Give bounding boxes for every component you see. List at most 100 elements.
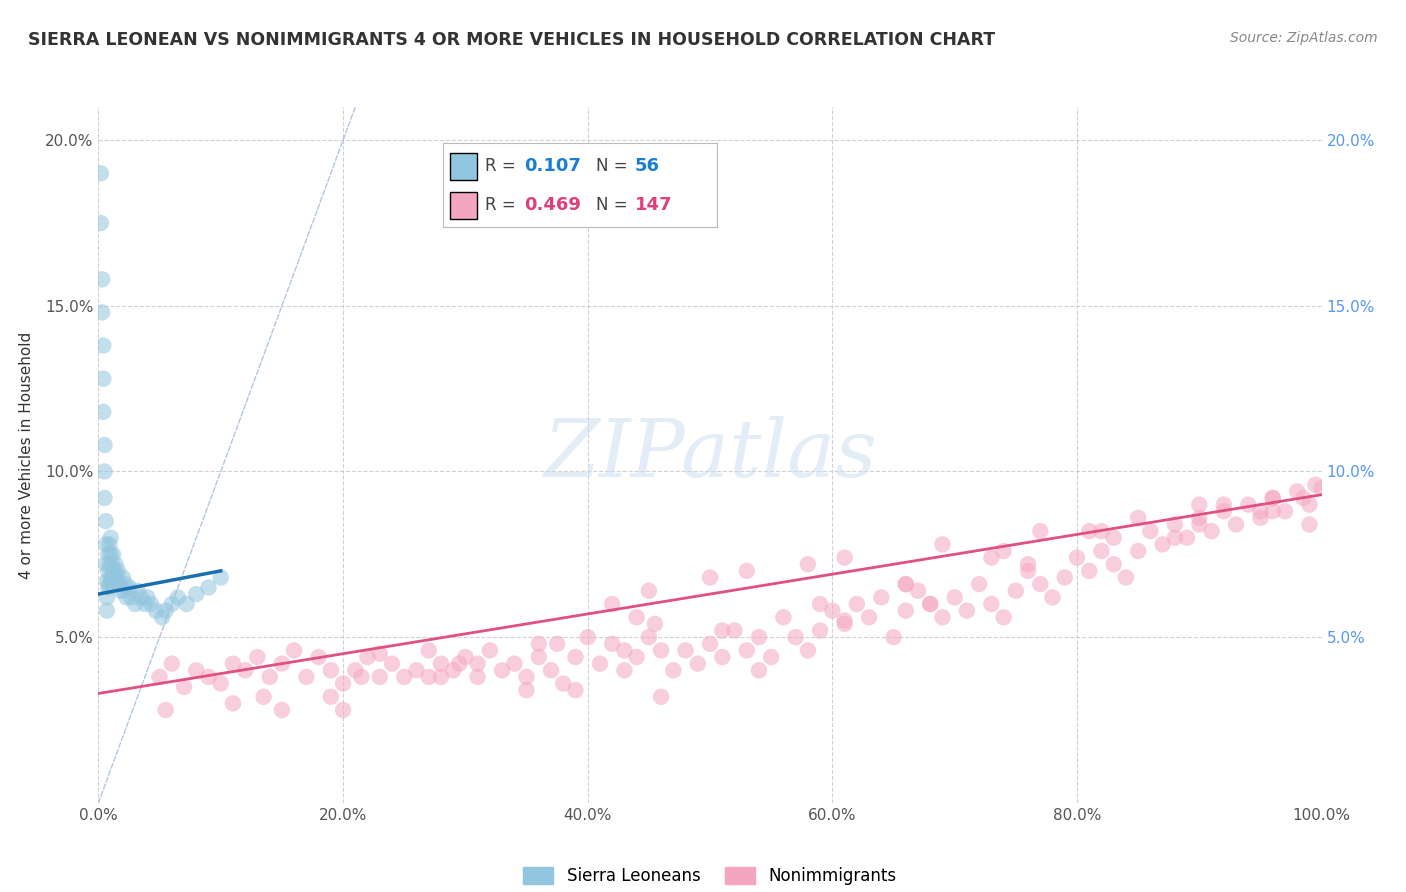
Point (1017, 558, 1039, 572)
Point (834, 614, 856, 628)
Point (761, 650, 783, 665)
Point (1261, 491, 1284, 505)
Point (748, 663, 770, 677)
Point (1305, 477, 1327, 491)
Point (94, 537, 117, 551)
Point (1201, 524, 1223, 538)
Point (94, 514, 117, 528)
Point (98, 558, 121, 572)
Point (259, 670, 281, 684)
Point (319, 663, 342, 677)
Point (1249, 504, 1271, 518)
Point (1175, 531, 1198, 545)
Point (392, 670, 416, 684)
Point (1102, 558, 1125, 572)
Point (98, 537, 121, 551)
Point (980, 597, 1002, 611)
Point (160, 597, 183, 611)
Point (644, 616, 666, 631)
Point (1102, 531, 1125, 545)
Point (907, 583, 929, 598)
Point (1053, 570, 1076, 584)
Point (246, 650, 269, 665)
Point (295, 670, 318, 684)
Point (176, 597, 198, 611)
Point (894, 577, 917, 591)
Point (134, 597, 156, 611)
Text: 147: 147 (636, 196, 672, 214)
Point (129, 591, 152, 605)
FancyBboxPatch shape (450, 192, 477, 219)
Point (381, 657, 404, 671)
Point (711, 624, 734, 638)
Point (90, 166, 112, 180)
Point (94, 558, 117, 572)
Point (894, 604, 917, 618)
Point (332, 676, 354, 690)
Point (920, 597, 942, 611)
Point (626, 610, 648, 624)
Point (711, 650, 734, 665)
Point (1292, 491, 1315, 505)
Point (173, 680, 195, 694)
Y-axis label: 4 or more Vehicles in Household: 4 or more Vehicles in Household (20, 331, 34, 579)
Point (699, 570, 721, 584)
Point (197, 581, 219, 595)
Point (600, 597, 623, 611)
Point (564, 683, 586, 698)
Point (90, 216, 112, 230)
Point (430, 657, 453, 671)
Point (97, 547, 120, 561)
Point (808, 624, 831, 638)
Point (91, 305, 114, 319)
Text: 0.469: 0.469 (524, 196, 581, 214)
Point (943, 591, 966, 605)
Point (101, 547, 124, 561)
Point (515, 670, 537, 684)
Point (430, 670, 453, 684)
Point (186, 663, 208, 677)
Point (105, 570, 128, 584)
Point (1139, 524, 1161, 538)
Point (650, 643, 672, 657)
Point (993, 610, 1015, 624)
Point (675, 643, 697, 657)
Point (186, 587, 208, 601)
Point (1237, 498, 1260, 512)
Point (1017, 564, 1039, 578)
Point (107, 564, 129, 578)
Point (91, 405, 114, 419)
Point (110, 583, 132, 598)
Point (1078, 524, 1101, 538)
Point (540, 663, 562, 677)
Point (124, 597, 146, 611)
Point (100, 547, 122, 561)
Point (93, 465, 115, 479)
Point (1152, 537, 1174, 551)
Point (1164, 517, 1187, 532)
Point (332, 703, 354, 717)
Point (454, 650, 477, 665)
Point (308, 650, 330, 665)
Point (155, 703, 177, 717)
Point (564, 650, 586, 665)
Point (96, 591, 118, 605)
Point (553, 676, 575, 690)
Point (149, 670, 172, 684)
Point (1128, 511, 1150, 525)
Point (150, 610, 173, 624)
Point (589, 657, 612, 671)
Point (120, 591, 142, 605)
Point (100, 531, 122, 545)
Point (449, 657, 471, 671)
Text: N =: N = (596, 196, 633, 214)
Text: Source: ZipAtlas.com: Source: ZipAtlas.com (1230, 31, 1378, 45)
Point (894, 577, 917, 591)
Point (356, 650, 378, 665)
Point (111, 570, 134, 584)
Point (1261, 504, 1284, 518)
Point (546, 637, 568, 651)
Point (821, 604, 844, 618)
Point (197, 670, 219, 684)
Point (270, 703, 294, 717)
